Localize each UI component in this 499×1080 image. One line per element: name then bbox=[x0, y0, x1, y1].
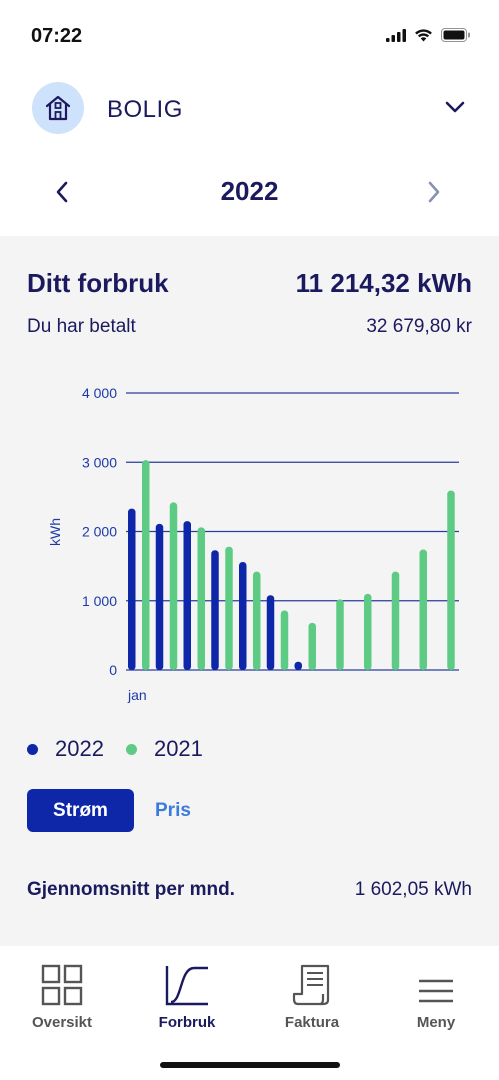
legend-dot-2021 bbox=[125, 743, 137, 755]
year-title: 2022 bbox=[220, 176, 279, 206]
home-avatar bbox=[32, 82, 84, 134]
previous-year-icon[interactable] bbox=[54, 180, 70, 204]
bar-2022-mar bbox=[183, 521, 191, 670]
tab-oversikt-label: Oversikt bbox=[31, 1014, 93, 1031]
bar-2021-jun bbox=[280, 610, 289, 670]
bar-2022-mai bbox=[239, 561, 247, 670]
bar-2021-feb bbox=[169, 502, 178, 670]
y-tick-label: 2 000 bbox=[82, 524, 117, 540]
y-tick-label: 3 000 bbox=[82, 454, 117, 470]
tab-faktura-label: Faktura bbox=[284, 1014, 340, 1031]
curve-chart-icon bbox=[165, 966, 208, 1006]
location-selector-label[interactable]: BOLIG bbox=[107, 96, 183, 123]
bar-2021-mai bbox=[253, 571, 261, 670]
tab-oversikt[interactable]: Oversikt bbox=[0, 958, 124, 1031]
bar-2021-jan bbox=[142, 460, 150, 670]
tab-forbruk-label: Forbruk bbox=[158, 1014, 216, 1031]
bar-2022-jun bbox=[266, 595, 275, 670]
bar-2021-mar bbox=[197, 527, 205, 670]
total-usage-value: 11 214,32 kWh bbox=[295, 268, 472, 298]
status-icons bbox=[386, 28, 471, 42]
signal-icon bbox=[386, 28, 406, 42]
house-icon bbox=[45, 95, 71, 121]
bar-2022-jul bbox=[294, 661, 302, 670]
usage-panel: Ditt forbruk 11 214,32 kWh Du har betalt… bbox=[0, 236, 499, 946]
y-tick-label: 1 000 bbox=[82, 593, 117, 609]
legend-dot-2022 bbox=[27, 743, 38, 755]
home-indicator bbox=[160, 1062, 340, 1068]
tab-meny-label: Meny bbox=[416, 1014, 456, 1031]
y-axis-label: kWh bbox=[47, 518, 63, 546]
average-value: 1 602,05 kWh bbox=[354, 879, 472, 900]
usage-title: Ditt forbruk bbox=[27, 268, 169, 298]
tab-forbruk[interactable]: Forbruk bbox=[125, 958, 249, 1031]
status-bar: 07:22 bbox=[0, 0, 499, 72]
hamburger-icon bbox=[419, 979, 453, 1003]
legend-item-2021: 2021 bbox=[125, 736, 203, 762]
header: BOLIG 2022 bbox=[0, 72, 499, 236]
average-label: Gjennomsnitt per mnd. bbox=[27, 879, 235, 900]
legend-label-2021: 2021 bbox=[153, 736, 203, 761]
chart-legend: 2022 2021 bbox=[27, 736, 225, 762]
bar-2021-okt bbox=[391, 571, 400, 670]
bar-2022-apr bbox=[211, 550, 219, 670]
tab-bar: Oversikt Forbruk Faktura bbox=[0, 946, 499, 1080]
bar-2022-feb bbox=[155, 523, 164, 670]
bar-2021-apr bbox=[225, 546, 233, 670]
bar-2022-jan bbox=[128, 508, 136, 670]
y-tick-label: 4 000 bbox=[82, 385, 117, 401]
grid-icon bbox=[41, 964, 83, 1006]
paid-label: Du har betalt bbox=[27, 316, 136, 337]
tab-meny[interactable]: Meny bbox=[374, 958, 498, 1031]
next-year-icon[interactable] bbox=[426, 180, 442, 204]
legend-item-2022: 2022 bbox=[27, 736, 104, 762]
tab-faktura[interactable]: Faktura bbox=[250, 958, 374, 1031]
paid-value: 32 679,80 kr bbox=[366, 316, 472, 337]
strom-toggle-button[interactable]: Strøm bbox=[27, 789, 134, 832]
status-time: 07:22 bbox=[31, 25, 83, 47]
bar-2021-aug bbox=[336, 599, 344, 670]
chevron-down-icon[interactable] bbox=[444, 100, 466, 114]
x-tick-label: jan bbox=[127, 687, 147, 703]
usage-bar-chart: 0 1 000 2 000 3 000 4 000 kWh jan bbox=[47, 385, 459, 703]
wifi-icon bbox=[415, 29, 432, 42]
bar-2021-jul bbox=[308, 622, 316, 670]
legend-label-2022: 2022 bbox=[55, 736, 104, 761]
bar-2021-nov bbox=[419, 549, 427, 670]
bar-2021-sep bbox=[364, 593, 372, 670]
battery-icon bbox=[441, 28, 470, 42]
pris-toggle-button[interactable]: Pris bbox=[155, 799, 191, 821]
y-tick-label: 0 bbox=[109, 662, 117, 678]
invoice-icon bbox=[292, 964, 330, 1006]
bar-2021-des bbox=[447, 490, 455, 670]
